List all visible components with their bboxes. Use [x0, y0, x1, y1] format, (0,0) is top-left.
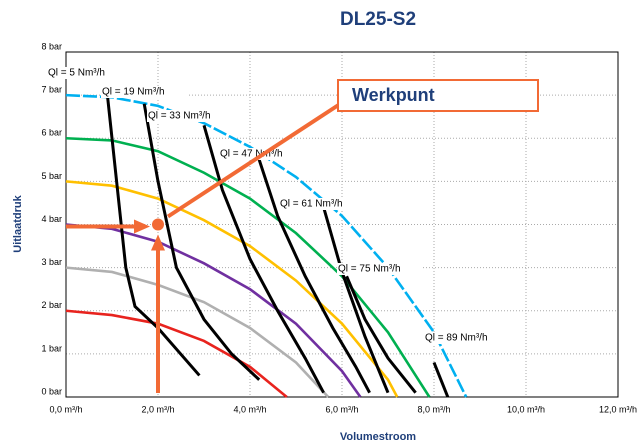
chart-title: DL25-S2: [340, 9, 416, 30]
y-tick-label: 4 bar: [41, 214, 62, 224]
callout-box: [337, 79, 539, 112]
label-bg: [279, 198, 365, 210]
x-tick-label: 6,0 m³/h: [325, 404, 358, 414]
flow-line: [432, 361, 450, 398]
y-tick-label: 0 bar: [41, 386, 62, 396]
series-label: Ql = 47 Nm³/h: [220, 149, 283, 160]
y-axis-label: Uitlaatdruk: [12, 194, 24, 252]
arrow-head: [151, 234, 165, 251]
pressure-curve: [65, 223, 362, 398]
series-label: Ql = 19 Nm³/h: [102, 87, 165, 98]
y-tick-label: 5 bar: [41, 171, 62, 181]
flow-line: [257, 159, 371, 394]
series-label: Ql = 5 Nm³/h: [48, 68, 105, 79]
pressure-curve: [65, 180, 399, 398]
flow-line: [202, 124, 325, 394]
x-tick-label: 12,0 m³/h: [599, 404, 637, 414]
label-bg: [147, 110, 233, 122]
series-label: Ql = 33 Nm³/h: [148, 111, 211, 122]
y-tick-label: 3 bar: [41, 257, 62, 267]
flow-line: [142, 103, 261, 381]
y-tick-label: 8 bar: [41, 41, 62, 51]
callout-text: Werkpunt: [352, 85, 435, 105]
y-tick-label: 7 bar: [41, 85, 62, 95]
series-label: Ql = 61 Nm³/h: [280, 199, 343, 210]
pressure-curve: [65, 266, 330, 398]
x-tick-label: 8,0 m³/h: [417, 404, 450, 414]
pressure-curve: [65, 93, 468, 398]
label-bg: [337, 263, 423, 275]
pressure-curve: [65, 309, 288, 399]
pointer-line: [166, 102, 342, 219]
flow-line: [105, 94, 201, 377]
operating-point: [152, 218, 164, 231]
x-tick-label: 0,0 m³/h: [49, 404, 82, 414]
flow-line: [322, 206, 390, 394]
label-bg: [47, 67, 133, 79]
y-tick-label: 6 bar: [41, 128, 62, 138]
series-label: Ql = 75 Nm³/h: [338, 264, 401, 275]
flow-line: [345, 275, 417, 394]
x-tick-label: 10,0 m³/h: [507, 404, 545, 414]
x-tick-label: 2,0 m³/h: [141, 404, 174, 414]
y-tick-label: 1 bar: [41, 343, 62, 353]
label-bg: [101, 86, 187, 98]
y-tick-label: 2 bar: [41, 300, 62, 310]
label-bg: [424, 332, 510, 344]
pressure-curve: [65, 136, 431, 398]
x-tick-label: 4,0 m³/h: [233, 404, 266, 414]
series-label: Ql = 89 Nm³/h: [425, 333, 488, 344]
arrow-head: [134, 219, 150, 234]
x-axis-label: Volumestroom: [340, 431, 416, 443]
